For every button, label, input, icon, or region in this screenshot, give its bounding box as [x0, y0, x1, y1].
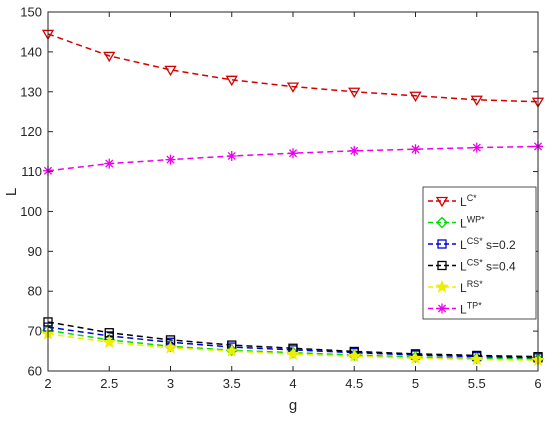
x-tick-label: 2 [44, 376, 51, 391]
legend-label: LTP* [460, 301, 482, 317]
x-tick-label: 2.5 [100, 376, 118, 391]
data-point [410, 144, 421, 155]
x-tick-label: 6 [534, 376, 541, 391]
legend-entry: LCS* s=0.4 [428, 258, 516, 274]
legend-entry: LC* [428, 193, 477, 209]
data-point [164, 340, 177, 353]
legend-box [422, 186, 537, 320]
series-line [47, 321, 539, 358]
y-tick-label: 120 [20, 124, 42, 139]
data-point [226, 150, 237, 161]
y-tick-label: 100 [20, 204, 42, 219]
data-point [347, 349, 362, 362]
legend-entry: LCS* s=0.2 [428, 236, 516, 252]
data-point [224, 343, 239, 357]
y-tick-label: 140 [20, 44, 42, 59]
data-point [165, 154, 176, 165]
legend-label: LCS* s=0.2 [460, 236, 516, 252]
y-tick-label: 60 [28, 364, 42, 379]
data-point [349, 145, 360, 156]
series-4 [41, 326, 545, 366]
data-point [286, 82, 300, 93]
data-point [225, 75, 238, 87]
data-point [102, 335, 117, 349]
data-point [409, 91, 422, 103]
y-tick-label: 70 [28, 324, 42, 339]
x-tick-label: 5.5 [468, 376, 486, 391]
data-point [469, 352, 484, 366]
legend-marker [437, 260, 447, 271]
data-point [286, 347, 300, 360]
legend-marker [437, 303, 447, 314]
x-axis-label: g [289, 397, 297, 414]
y-tick-label: 110 [21, 164, 42, 179]
legend-entry: LRS* [428, 279, 483, 295]
legend-marker [435, 279, 449, 293]
legend-label: LRS* [460, 279, 483, 295]
x-tick-label: 4 [289, 376, 296, 391]
series-0 [41, 29, 545, 109]
legend-entry: LWP* [428, 215, 485, 231]
data-point [348, 87, 361, 99]
y-axis-label: L [3, 188, 20, 196]
x-tick-label: 4.5 [345, 376, 363, 391]
y-tick-label: 130 [20, 84, 42, 99]
data-point [471, 142, 482, 153]
data-point [288, 148, 298, 159]
data-point [408, 351, 423, 364]
y-tick-label: 80 [28, 284, 42, 299]
x-tick-label: 3.5 [223, 376, 241, 391]
y-tick-label: 150 [20, 5, 42, 20]
legend-label: LCS* s=0.4 [460, 258, 516, 274]
data-point [104, 158, 115, 169]
data-point [103, 51, 116, 63]
legend-entry: LTP* [428, 301, 482, 317]
data-point [287, 346, 299, 359]
legend-label: LWP* [460, 215, 485, 231]
x-tick-label: 5 [412, 376, 419, 391]
legend-marker [437, 239, 447, 249]
data-point [470, 95, 483, 107]
x-tick-label: 3 [167, 376, 174, 391]
legend: LC* LWP* LCS* s=0.2 LCS* s=0.4 LRS* LTP* [422, 186, 537, 320]
series-line [47, 33, 539, 103]
data-point [164, 65, 177, 77]
legend-marker [435, 196, 449, 208]
legend-label: LC* [460, 193, 477, 209]
y-tick-label: 90 [28, 244, 42, 259]
series-line [47, 329, 539, 360]
series-line [47, 326, 539, 359]
legend-marker [436, 216, 448, 229]
data-point [163, 340, 178, 354]
